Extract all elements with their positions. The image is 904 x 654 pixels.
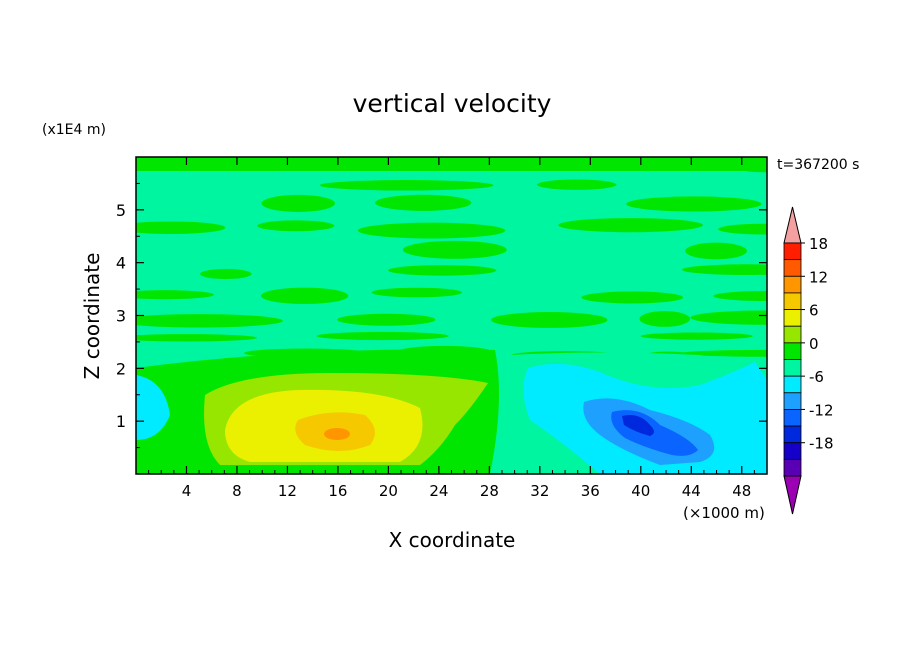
colorbar-tick-label: -18 — [809, 435, 834, 453]
noise-blob — [136, 290, 215, 300]
noise-blob — [681, 264, 767, 275]
colorbar-tick-label: 6 — [809, 302, 819, 320]
noise-blob — [136, 314, 283, 328]
noise-blob — [491, 312, 608, 328]
colorbar-segment — [783, 392, 802, 410]
x-tick-label: 16 — [328, 482, 347, 500]
x-tick-label: 12 — [278, 482, 297, 500]
colorbar: 18 12 6 0 -6 -12 -18 — [783, 206, 834, 515]
colorbar-tick-label: 18 — [809, 235, 828, 253]
x-tick-label: 4 — [182, 482, 192, 500]
noise-blob — [626, 196, 762, 212]
noise-blob — [680, 349, 767, 357]
colorbar-segment — [783, 292, 802, 310]
noise-blob — [136, 221, 226, 234]
y-unit-label: (x1E4 m) — [42, 122, 106, 138]
x-unit-label: (×1000 m) — [683, 504, 765, 522]
colorbar-segment — [783, 275, 802, 294]
chart-title: vertical velocity — [353, 89, 552, 118]
colorbar-segment — [783, 442, 802, 460]
noise-blob — [685, 242, 747, 260]
colorbar-segment — [783, 375, 802, 394]
y-tick-label: 3 — [116, 307, 126, 326]
noise-blob — [136, 334, 258, 342]
noise-blob — [375, 194, 472, 211]
noise-blob — [388, 265, 497, 276]
noise-blob — [260, 287, 349, 305]
noise-blob — [402, 240, 507, 259]
x-tick-label: 48 — [732, 482, 751, 500]
x-tick-label: 24 — [429, 482, 448, 500]
colorbar-tick-label: -12 — [809, 401, 834, 419]
colorbar-segment — [783, 325, 802, 344]
colorbar-segment — [783, 425, 802, 444]
contour-field — [135, 156, 768, 475]
colorbar-segment — [783, 309, 802, 327]
updraft-core — [324, 428, 350, 440]
colorbar-segment — [783, 342, 802, 360]
colorbar-tick-label: 0 — [809, 335, 819, 353]
noise-blobs — [136, 157, 767, 360]
y-tick-label: 5 — [116, 201, 126, 220]
colorbar-extend-min — [783, 475, 802, 515]
colorbar-segment — [783, 458, 802, 477]
colorbar-extend-max — [783, 206, 802, 244]
y-axis: 1 2 3 4 5 — [116, 182, 767, 449]
left-edge-downdraft — [136, 375, 170, 440]
x-tick-label: 32 — [530, 482, 549, 500]
colorbar-tick-label: 12 — [809, 268, 828, 286]
noise-blob — [690, 310, 767, 325]
x-tick-label: 20 — [379, 482, 398, 500]
x-tick-label: 40 — [631, 482, 650, 500]
noise-blob — [640, 332, 753, 340]
x-tick-label: 28 — [480, 482, 499, 500]
top-band — [136, 157, 767, 171]
noise-blob — [371, 287, 463, 298]
y-tick-label: 1 — [116, 412, 126, 431]
noise-blob — [357, 222, 506, 239]
noise-blob — [717, 223, 767, 235]
noise-blob — [639, 311, 691, 327]
y-axis-label: Z coordinate — [80, 253, 104, 380]
downdraft-core — [622, 415, 654, 436]
noise-blob — [337, 313, 436, 326]
noise-blob — [200, 268, 252, 280]
x-tick-label: 8 — [232, 482, 242, 500]
colorbar-segment — [783, 242, 802, 261]
x-tick-label: 44 — [682, 482, 701, 500]
noise-blob — [537, 179, 617, 190]
x-axis: 4 8 12 16 20 24 28 32 36 40 44 48 — [148, 157, 755, 500]
noise-blob — [319, 180, 494, 191]
noise-blob — [558, 218, 703, 233]
y-tick-label: 2 — [116, 359, 126, 378]
noise-blob — [261, 194, 335, 212]
colorbar-tick-label: -6 — [809, 368, 824, 386]
x-tick-label: 36 — [581, 482, 600, 500]
y-tick-label: 4 — [116, 254, 126, 273]
noise-blob — [713, 290, 767, 301]
x-axis-label: X coordinate — [389, 528, 516, 552]
noise-blob — [257, 220, 335, 232]
noise-blob — [581, 291, 684, 304]
noise-blob — [316, 331, 449, 341]
colorbar-segment — [783, 359, 802, 377]
colorbar-segment — [783, 259, 802, 277]
time-label: t=367200 s — [777, 157, 859, 173]
colorbar-segment — [783, 409, 802, 427]
